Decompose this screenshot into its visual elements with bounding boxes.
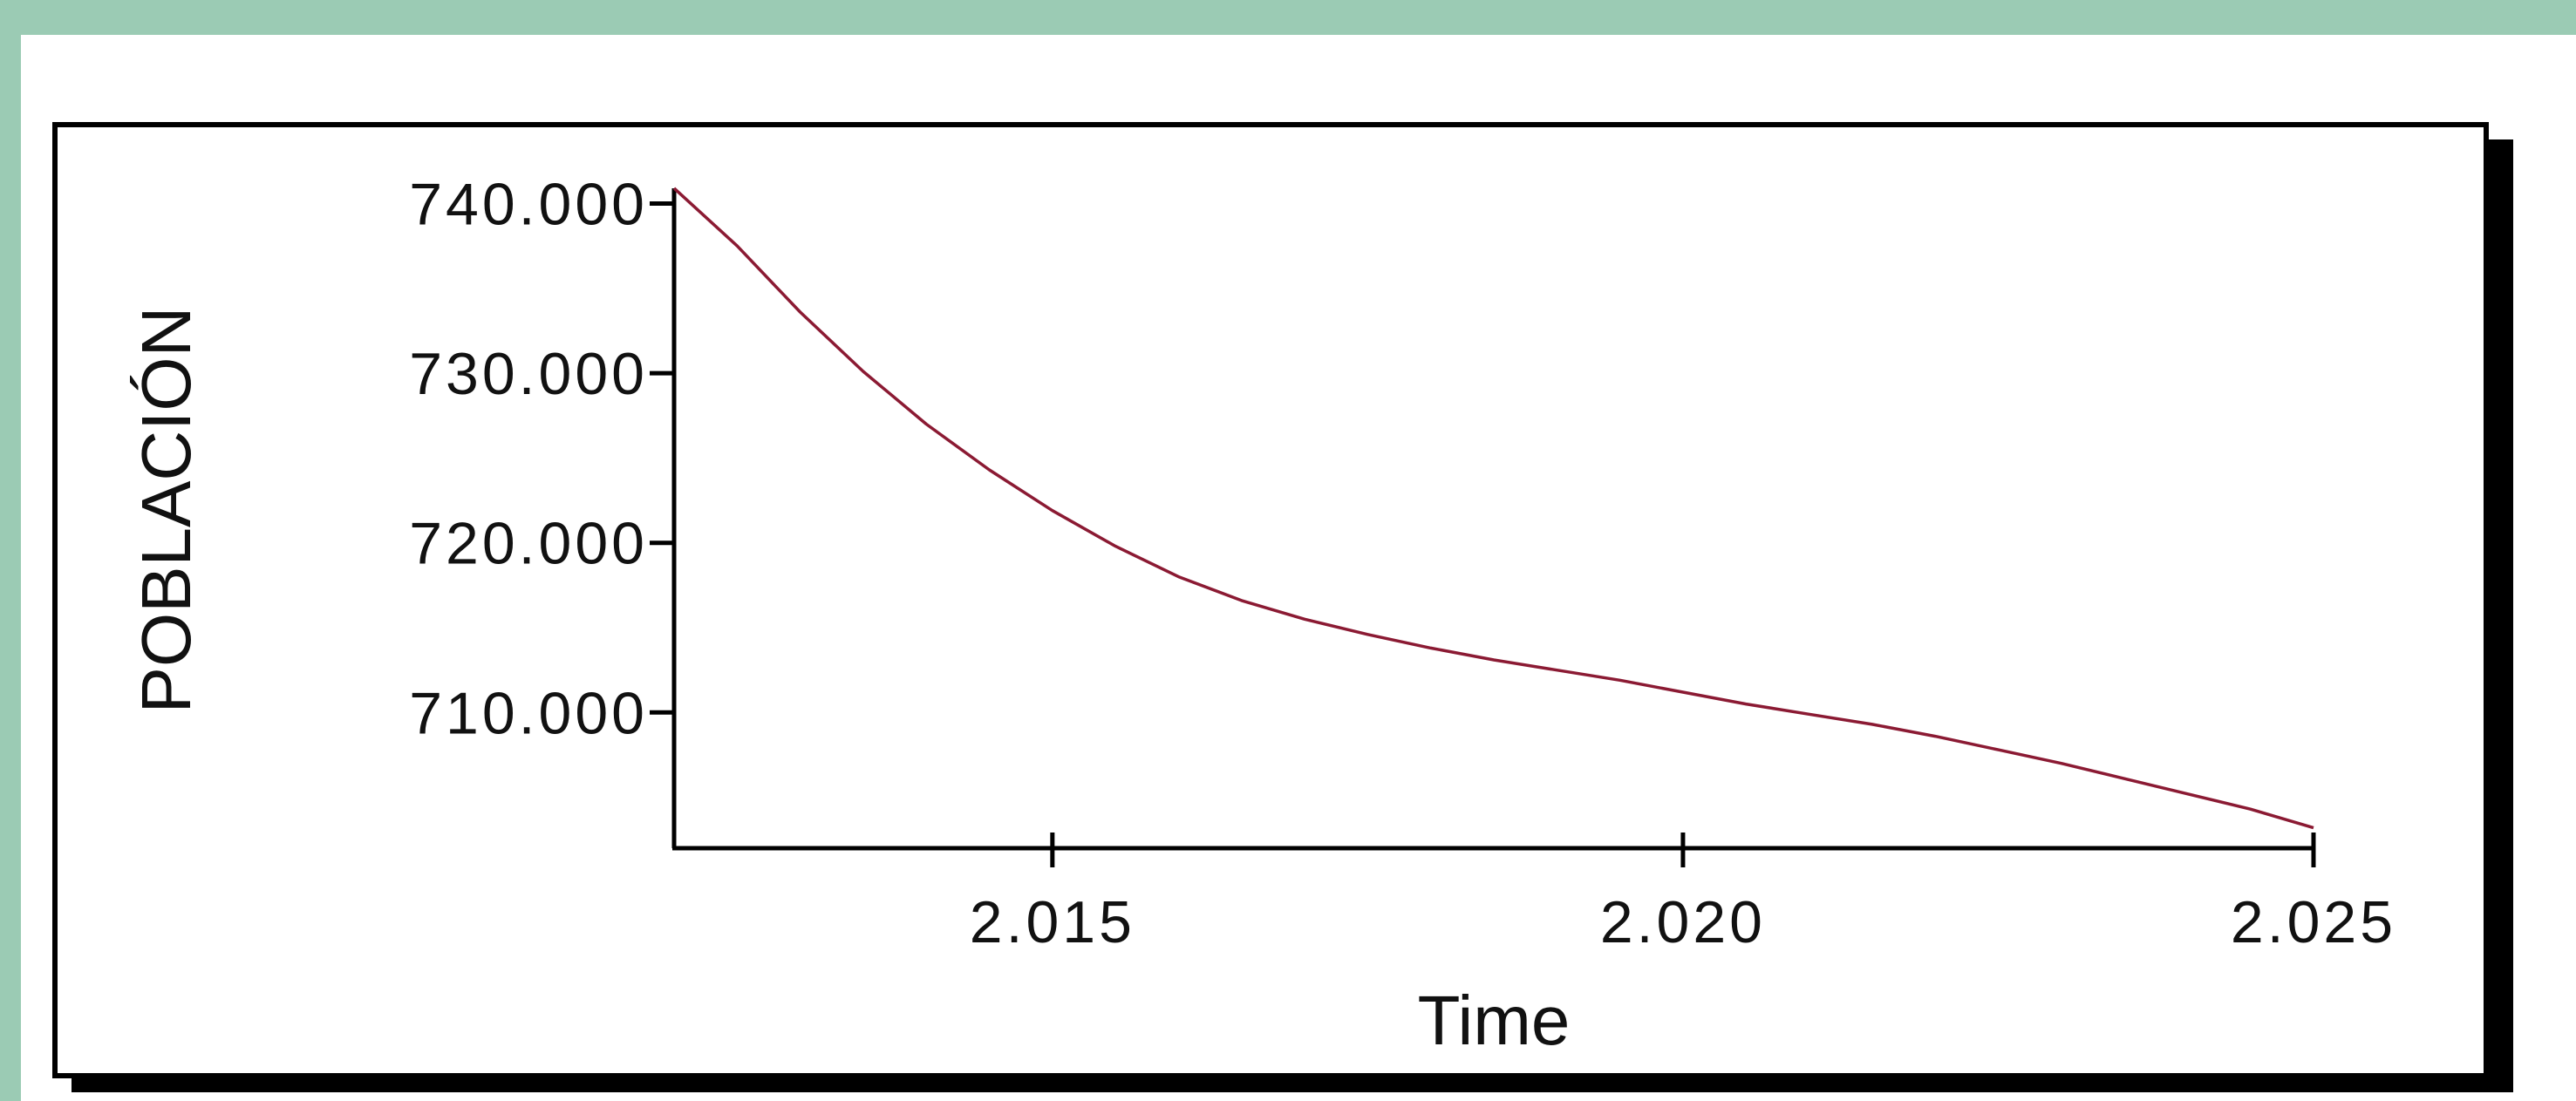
x-tick-label: 2.025	[2231, 889, 2396, 955]
y-tick-label: 710.000	[409, 680, 648, 746]
x-tick-label: 2.020	[1600, 889, 1766, 955]
x-axis-title: Time	[1418, 982, 1571, 1059]
x-axis-ticks: 2.015 2.020 2.025	[970, 833, 2396, 955]
y-axis-title-group: POBLACIÓN	[127, 307, 205, 714]
chart-frame	[52, 122, 2489, 1078]
y-tick-label: 730.000	[409, 341, 648, 407]
x-tick-label: 2.015	[970, 889, 1135, 955]
series-group	[672, 187, 2314, 830]
y-tick-label: 740.000	[409, 171, 648, 237]
series-line	[672, 187, 2314, 830]
y-axis-ticks: 710.000 720.000 730.000 740.000	[409, 171, 674, 746]
y-axis-title: POBLACIÓN	[127, 307, 205, 714]
y-tick-label: 720.000	[409, 511, 648, 577]
